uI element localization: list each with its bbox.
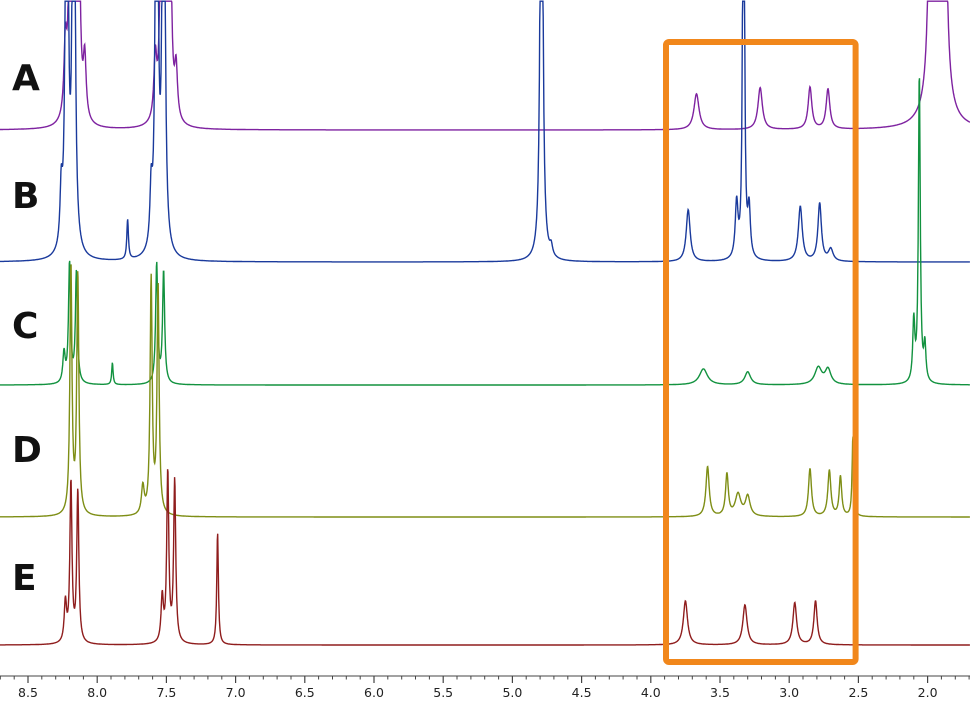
trace-label-E: E [12, 558, 37, 599]
trace-label-C: C [12, 306, 38, 347]
trace-path-C [0, 78, 970, 386]
tick-label-8.0: 8.0 [87, 685, 107, 700]
tick-label-2.0: 2.0 [918, 685, 938, 700]
tick-label-3.0: 3.0 [779, 685, 799, 700]
tick-label-4.5: 4.5 [572, 685, 592, 700]
tick-label-3.5: 3.5 [710, 685, 730, 700]
trace-label-D: D [12, 430, 42, 471]
trace-path-E [0, 469, 970, 646]
trace-label-A: A [12, 58, 40, 99]
tick-label-7.5: 7.5 [156, 685, 176, 700]
tick-label-2.5: 2.5 [848, 685, 868, 700]
tick-label-4.0: 4.0 [641, 685, 661, 700]
trace-label-B: B [12, 176, 39, 217]
tick-label-7.0: 7.0 [226, 685, 246, 700]
trace-path-A [0, 0, 970, 131]
tick-label-6.0: 6.0 [364, 685, 384, 700]
trace-path-B [0, 0, 970, 263]
tick-label-8.5: 8.5 [18, 685, 38, 700]
tick-label-5.5: 5.5 [433, 685, 453, 700]
tick-label-5.0: 5.0 [502, 685, 522, 700]
tick-label-6.5: 6.5 [295, 685, 315, 700]
trace-path-D [0, 264, 970, 518]
highlight-box [663, 39, 859, 665]
